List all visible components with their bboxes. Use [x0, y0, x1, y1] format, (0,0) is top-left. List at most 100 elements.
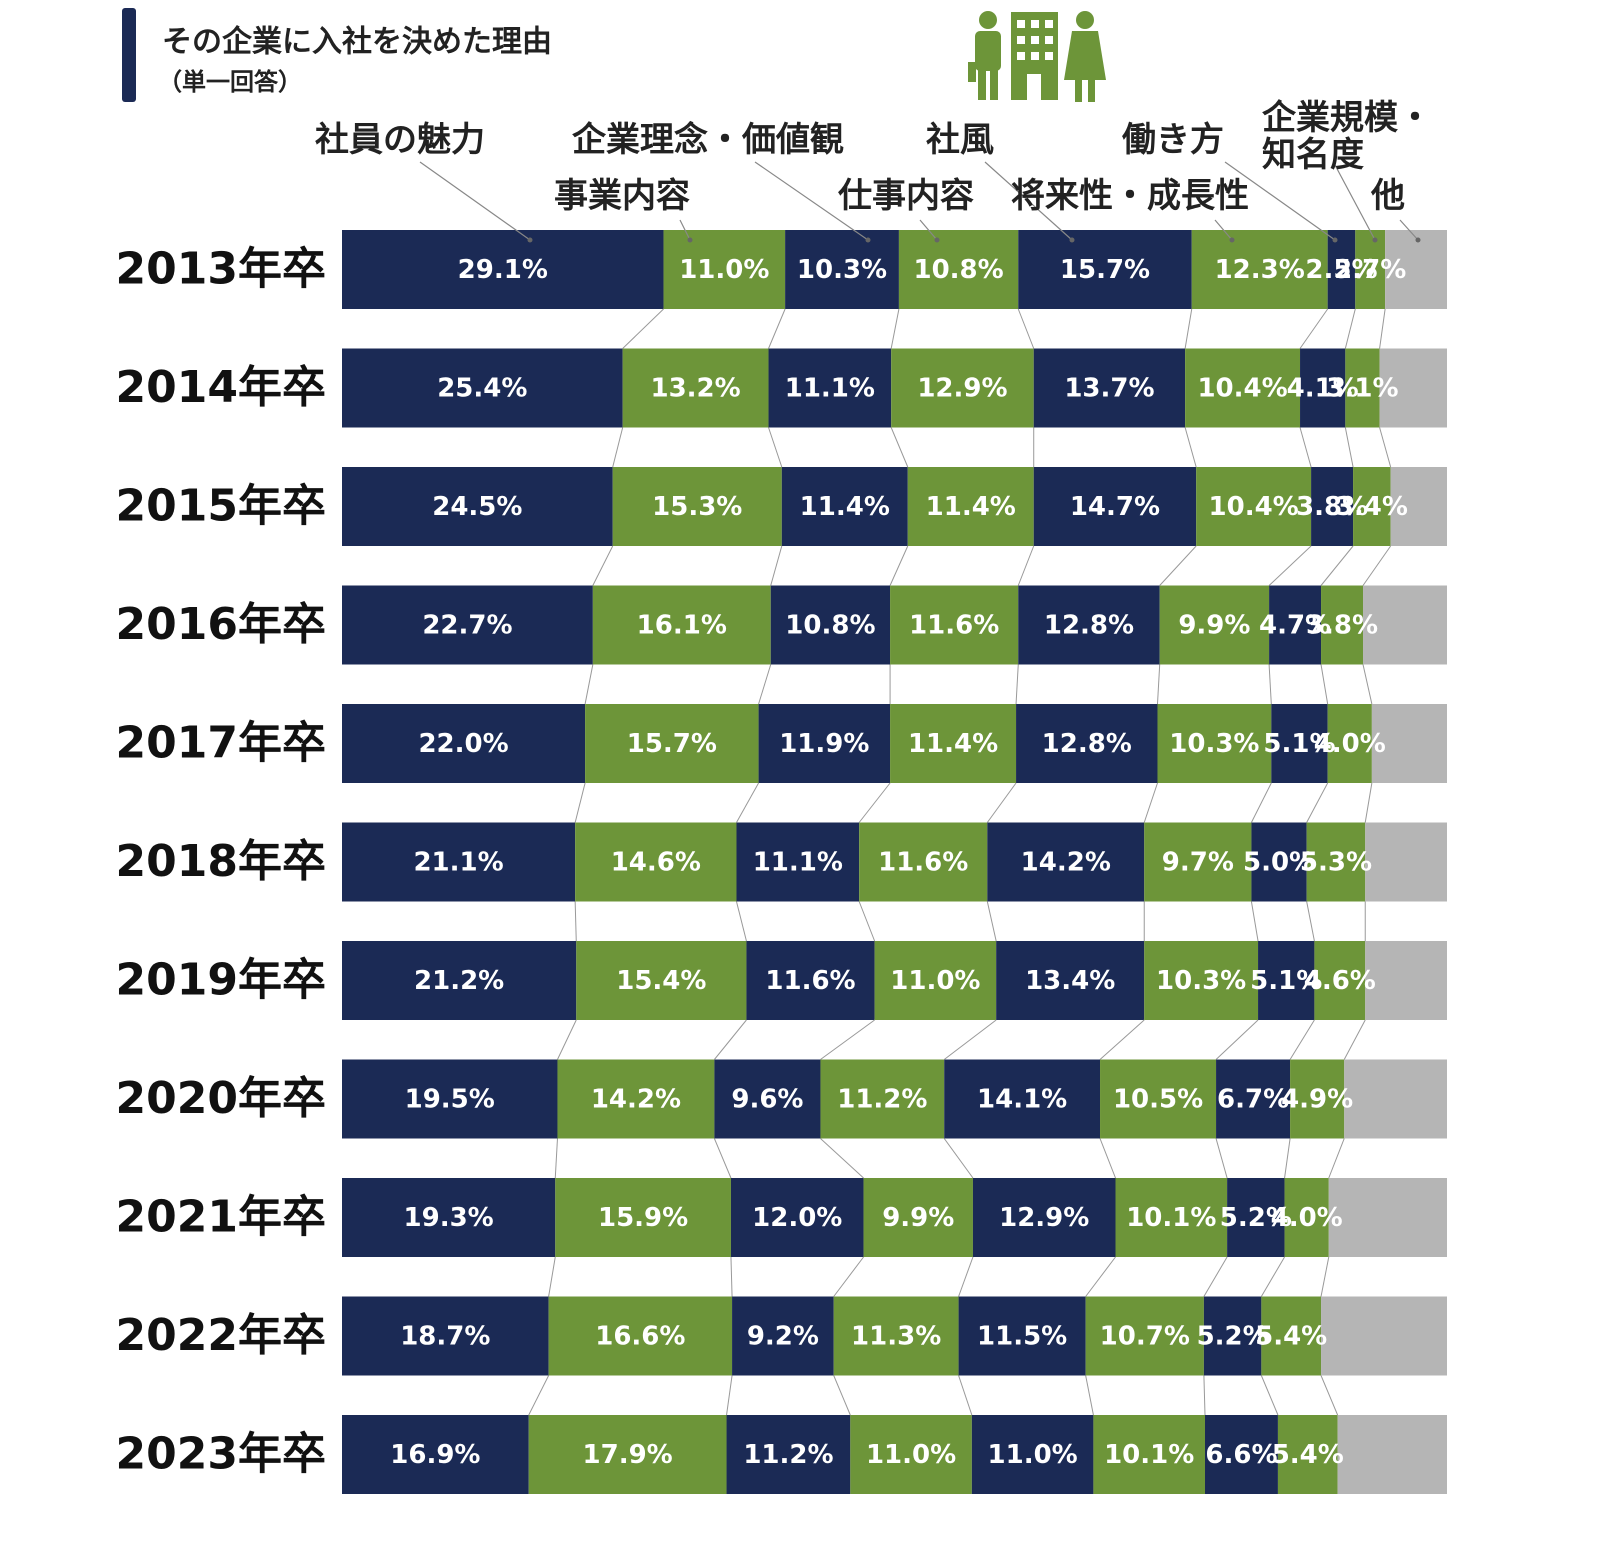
bar-segment: [342, 941, 577, 1020]
connector: [612, 427, 624, 468]
leader-dot: [527, 237, 533, 243]
bar-segment: [1258, 941, 1315, 1020]
y-tick-label: 2022年卒: [116, 1310, 326, 1361]
bar-segment: [785, 230, 899, 309]
bar-segment: [342, 467, 613, 546]
value-label: 12.9%: [917, 374, 1007, 404]
value-label: 11.6%: [909, 611, 999, 641]
icon-windows: [1017, 20, 1053, 100]
connector: [1017, 545, 1035, 586]
value-label: 16.1%: [637, 611, 727, 641]
bar-segment: [1196, 467, 1312, 546]
bar-segment: [557, 1059, 715, 1139]
y-tick-label: 2015年卒: [116, 481, 326, 532]
bar-segment: [1321, 1296, 1447, 1376]
connector: [574, 782, 586, 823]
value-label: 9.6%: [731, 1085, 803, 1115]
value-label: 10.1%: [1126, 1203, 1216, 1233]
leader-dot: [1415, 237, 1421, 243]
bar-segment: [1327, 704, 1372, 783]
y-tick-label: 2019年卒: [116, 955, 326, 1006]
connector: [1268, 545, 1312, 586]
bar-segment: [714, 1059, 821, 1139]
value-label: 14.6%: [611, 848, 701, 878]
bar-segment: [1379, 348, 1447, 428]
connector: [574, 901, 577, 942]
connector: [1299, 308, 1329, 349]
value-label: 10.8%: [913, 255, 1003, 285]
value-label: 22.0%: [418, 729, 508, 759]
bar-segment: [1371, 704, 1447, 783]
value-label: 3.1%: [1326, 374, 1398, 404]
value-label: 18.7%: [400, 1322, 490, 1352]
bar-segment: [1216, 1059, 1291, 1139]
value-label: 11.2%: [743, 1440, 833, 1470]
bar-segment: [907, 467, 1034, 546]
connector: [770, 545, 783, 586]
connector: [1250, 901, 1259, 942]
value-label: 11.1%: [785, 374, 875, 404]
connector: [584, 664, 594, 705]
leader-dot: [687, 237, 693, 243]
connector: [1260, 1256, 1285, 1297]
bar-segment: [555, 1178, 731, 1257]
value-label: 12.9%: [999, 1203, 1089, 1233]
bar-segment: [863, 1178, 973, 1257]
bar-segment: [1365, 941, 1447, 1020]
leader-dot: [1069, 237, 1075, 243]
connector: [833, 1256, 864, 1297]
bar-segment: [768, 348, 892, 428]
connector: [1328, 1138, 1345, 1179]
y-tick-label: 2017年卒: [116, 718, 326, 769]
leader-line: [419, 161, 531, 241]
bar-segment: [585, 704, 759, 783]
leader-line: [754, 161, 869, 241]
legend-label: 企業規模・知名度: [1262, 98, 1432, 176]
value-label: 4.7%: [1259, 611, 1331, 641]
connector: [713, 1138, 732, 1179]
value-label: 12.8%: [1044, 611, 1134, 641]
legend-label: 事業内容: [554, 176, 690, 216]
y-tick-label: 2018年卒: [116, 836, 326, 887]
connector: [1320, 545, 1354, 586]
leader-dot: [1372, 237, 1378, 243]
connector: [1306, 782, 1329, 823]
bar-segment: [1314, 941, 1366, 1020]
bar-segment: [770, 585, 891, 665]
bar-segment: [781, 467, 908, 546]
connector: [1099, 1138, 1116, 1179]
bar-segment: [1261, 1296, 1322, 1376]
value-label: 14.1%: [977, 1085, 1067, 1115]
bar-segment: [1345, 348, 1380, 428]
bar-segment: [575, 822, 737, 902]
connector: [958, 1256, 974, 1297]
connector: [1015, 664, 1019, 705]
value-label: 4.0%: [1314, 729, 1386, 759]
bar-segment: [592, 585, 771, 665]
value-label: 10.3%: [797, 255, 887, 285]
leader-line: [919, 219, 938, 241]
connector: [1306, 901, 1315, 942]
bar-segment: [898, 230, 1019, 309]
bar-segment: [944, 1059, 1101, 1139]
connector: [1085, 1256, 1116, 1297]
bar-segment: [1100, 1059, 1217, 1139]
bar-segment: [732, 1296, 834, 1376]
connector: [1203, 1256, 1228, 1297]
value-label: 5.0%: [1243, 848, 1315, 878]
value-label: 12.0%: [752, 1203, 842, 1233]
value-label: 4.1%: [1287, 374, 1359, 404]
bar-segment: [342, 1415, 529, 1494]
bar-segment: [1327, 230, 1356, 309]
bar-segment: [1016, 704, 1158, 783]
bar-segment: [972, 1178, 1116, 1257]
connector: [736, 782, 760, 823]
bar-segment: [612, 467, 782, 546]
value-label: 9.7%: [1162, 848, 1234, 878]
bar-segment: [342, 822, 576, 902]
connector: [768, 427, 783, 468]
value-label: 17.9%: [583, 1440, 673, 1470]
bar-segment: [576, 941, 747, 1020]
connector: [1299, 427, 1312, 468]
